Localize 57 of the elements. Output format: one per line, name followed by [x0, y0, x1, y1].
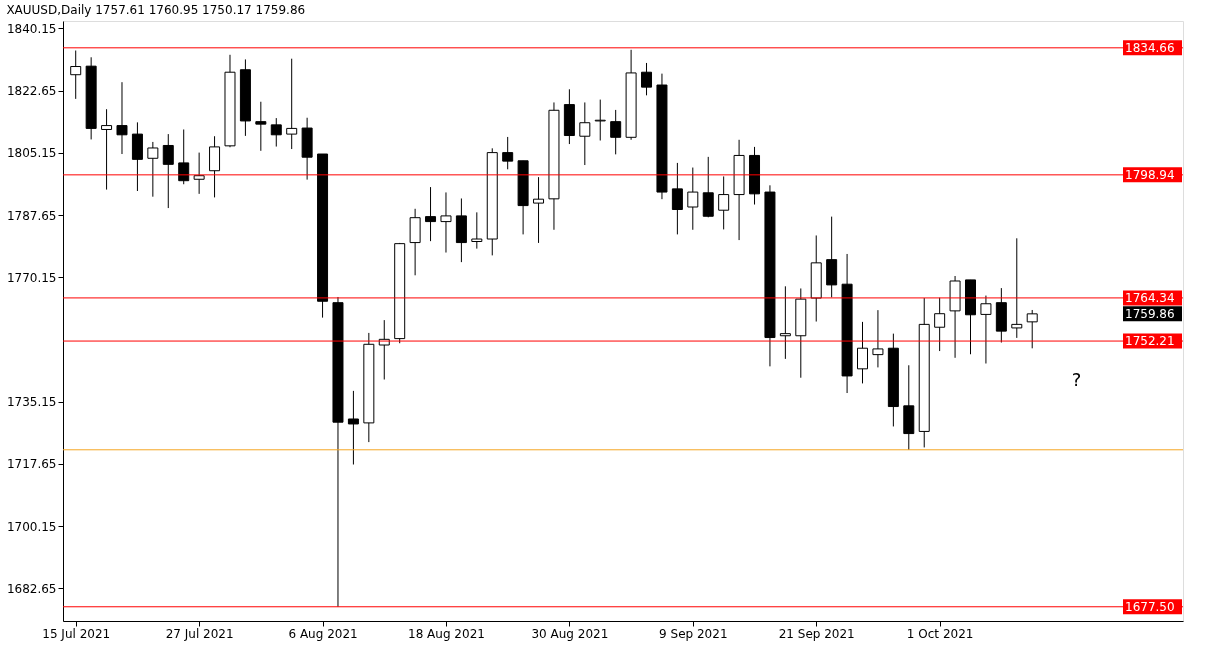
candlestick: [641, 62, 653, 96]
y-tick-label: 1822.65: [6, 84, 57, 99]
candlestick: [718, 175, 730, 230]
y-tick-label: 1700.15: [6, 519, 57, 534]
ref-line-label: 1834.66: [1125, 40, 1175, 55]
candlestick: [286, 58, 298, 150]
x-tick-label: 18 Aug 2021: [408, 626, 485, 641]
candlestick: [101, 108, 113, 191]
x-tick-label: 6 Aug 2021: [288, 626, 358, 641]
candlestick: [255, 101, 267, 152]
text: 1759.86: [1125, 306, 1175, 321]
y-tick-label: 1770.15: [6, 270, 57, 285]
candlestick: [702, 156, 714, 218]
candlestick: [533, 176, 545, 244]
ref-line-label: 1764.34: [1125, 290, 1175, 305]
candlestick: [425, 186, 437, 242]
y-tick-label: 1682.65: [6, 581, 57, 596]
candlestick: [872, 309, 884, 368]
candlestick: [671, 162, 683, 235]
candlestick: [579, 101, 591, 166]
x-tick-label: 15 Jul 2021: [42, 626, 111, 641]
candlestick: [934, 297, 946, 352]
candlestick: [1026, 309, 1038, 349]
candlestick: [70, 50, 82, 100]
x-tick-label: 27 Jul 2021: [165, 626, 234, 641]
candlestick: [779, 285, 791, 360]
x-tick-label: 9 Sep 2021: [659, 626, 728, 641]
y-tick-label: 1787.65: [6, 208, 57, 223]
candlestick: [162, 133, 174, 209]
y-tick-label: 1840.15: [6, 21, 57, 36]
candlestick: [270, 117, 282, 148]
ref-line-label: 1677.50: [1125, 599, 1175, 614]
ref-line-label: 1798.94: [1125, 167, 1175, 182]
candlestick: [116, 81, 128, 155]
candlestick: [440, 191, 452, 254]
x-tick-label: 1 Oct 2021: [906, 626, 974, 641]
candlestick: [980, 295, 992, 364]
candlestick: [178, 128, 190, 185]
candlestick: [347, 390, 359, 466]
x-tick-label: 21 Sep 2021: [778, 626, 855, 641]
candlestick: [857, 321, 869, 384]
candlestick: [471, 211, 483, 250]
candlestick: [610, 109, 622, 155]
chart-title: XAUUSD,Daily 1757.61 1760.95 1750.17 1759.86: [6, 3, 306, 17]
text: ?: [1071, 369, 1082, 390]
candlestick: [687, 167, 699, 231]
ref-line-label: 1752.21: [1125, 334, 1175, 349]
candlestick: [1011, 237, 1023, 339]
candlestick: [502, 136, 514, 170]
candlestick: [147, 141, 159, 198]
x-tick-label: 30 Aug 2021: [531, 626, 609, 641]
y-tick-label: 1717.65: [6, 457, 57, 472]
candlestick: [594, 99, 606, 141]
candlestick: [209, 135, 221, 198]
y-tick-label: 1735.15: [6, 395, 57, 410]
candlestick: [193, 152, 205, 195]
y-tick-label: 1805.15: [6, 146, 57, 161]
